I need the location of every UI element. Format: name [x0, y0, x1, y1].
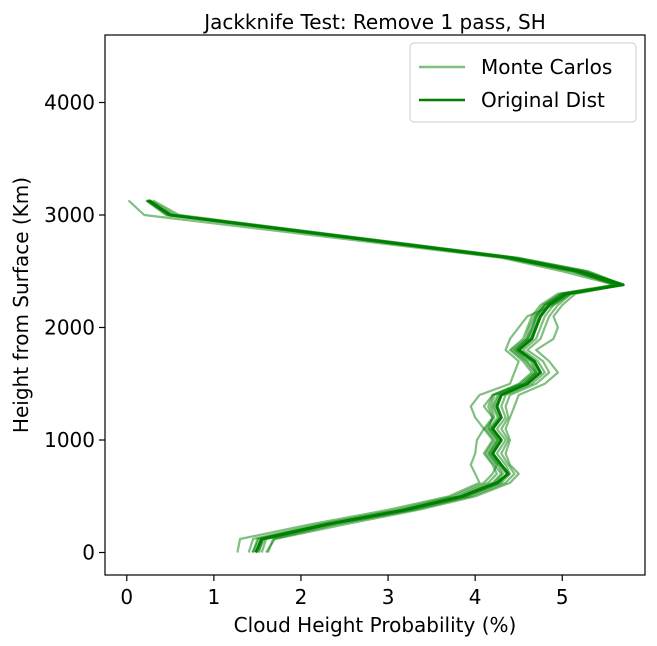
series-monte-carlo-7 [147, 199, 621, 553]
series-original-dist [147, 199, 625, 554]
series-monte-carlo-3 [145, 199, 621, 553]
legend-label-original-dist: Original Dist [481, 88, 605, 112]
y-tick-label: 1000 [44, 428, 95, 452]
legend-box [409, 42, 637, 123]
series-layer [127, 199, 625, 554]
y-tick-label: 3000 [44, 203, 95, 227]
x-tick-label: 4 [469, 585, 482, 609]
y-axis: 0 1000 2000 3000 4000 [44, 91, 105, 565]
x-tick-label: 5 [556, 585, 569, 609]
x-tick-label: 2 [295, 585, 308, 609]
x-axis: 0 1 2 3 4 5 [120, 575, 569, 609]
x-tick-label: 1 [208, 585, 221, 609]
y-tick-label: 4000 [44, 91, 95, 115]
plot-frame [104, 34, 646, 576]
series-monte-carlo-2 [152, 199, 625, 554]
legend: Monte Carlos Original Dist [409, 42, 637, 123]
x-tick-label: 3 [382, 585, 395, 609]
series-monte-carlo-5 [147, 199, 623, 554]
legend-label-monte-carlos: Monte Carlos [481, 55, 612, 79]
x-tick-label: 0 [120, 585, 133, 609]
y-tick-label: 0 [82, 541, 95, 565]
chart-title: Jackknife Test: Remove 1 pass, SH [202, 10, 546, 34]
x-axis-label: Cloud Height Probability (%) [234, 613, 517, 637]
y-tick-label: 2000 [44, 316, 95, 340]
y-axis-label: Height from Surface (Km) [9, 177, 33, 433]
